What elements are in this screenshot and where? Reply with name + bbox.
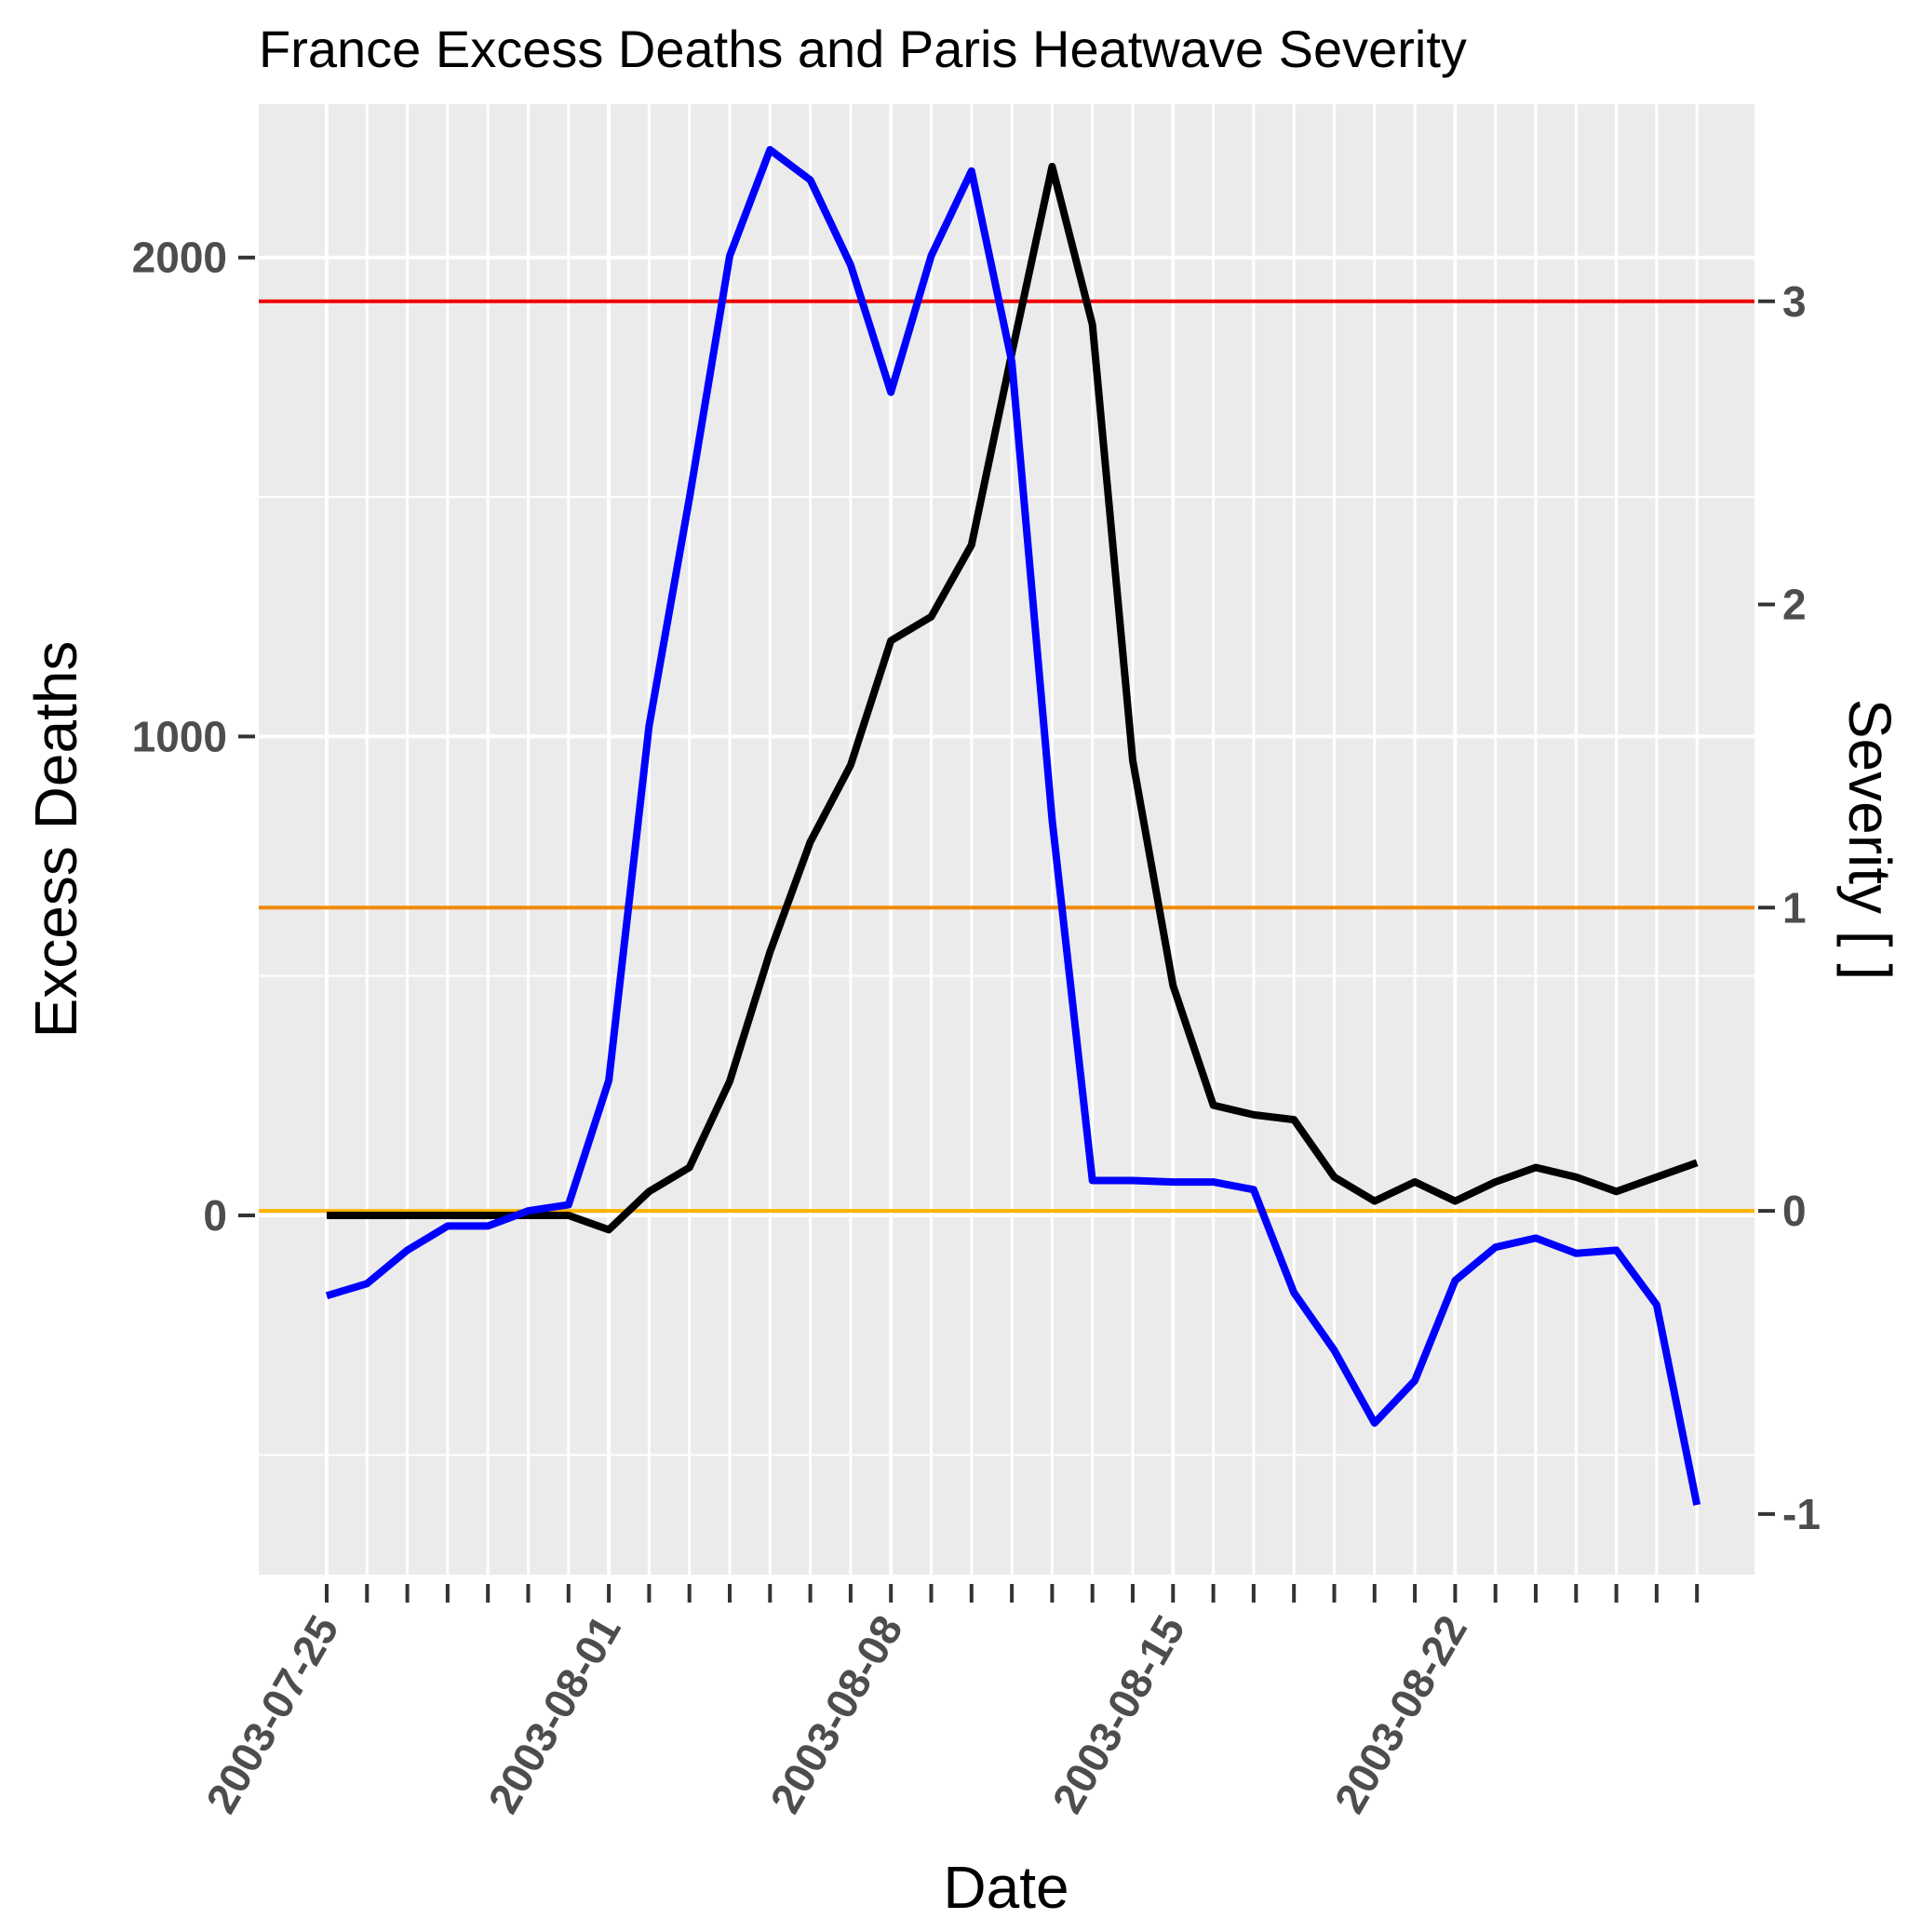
y2-tick-label: 2 [1782, 581, 1807, 629]
chart-title: France Excess Deaths and Paris Heatwave … [259, 20, 1467, 78]
series-lines [325, 145, 1701, 1506]
x-tick-label: 2003-07-25 [196, 1607, 348, 1821]
x-tick-label: 2003-08-01 [478, 1607, 630, 1821]
y-axis-right-title: Severity [ ] [1836, 699, 1903, 980]
y2-tick-label: 1 [1782, 883, 1807, 932]
y-tick-label: 2000 [132, 234, 227, 282]
x-axis-title: Date [943, 1854, 1069, 1921]
x-tick-label: 2003-08-08 [760, 1607, 912, 1821]
series-line-2 [325, 145, 1701, 1506]
y-axis-right: -1 0 1 2 3 [1758, 277, 1821, 1538]
y-tick-label: 1000 [132, 712, 227, 760]
grid-major [259, 104, 1754, 1575]
y-tick-label: 0 [203, 1191, 227, 1240]
x-axis: 2003-07-25 2003-08-01 2003-08-08 2003-08-15… [196, 1584, 1700, 1821]
x-tick-label: 2003-08-15 [1042, 1607, 1194, 1821]
grid-minor [259, 104, 1754, 1575]
reference-lines [259, 299, 1754, 1214]
y2-tick-label: 3 [1782, 277, 1807, 326]
x-tick-label: 2003-08-22 [1324, 1607, 1476, 1821]
y2-tick-label: -1 [1782, 1490, 1821, 1538]
y-axis-left-title: Excess Deaths [22, 641, 89, 1039]
y-axis-left: 0 1000 2000 [132, 234, 255, 1240]
y2-tick-label: 0 [1782, 1187, 1807, 1235]
